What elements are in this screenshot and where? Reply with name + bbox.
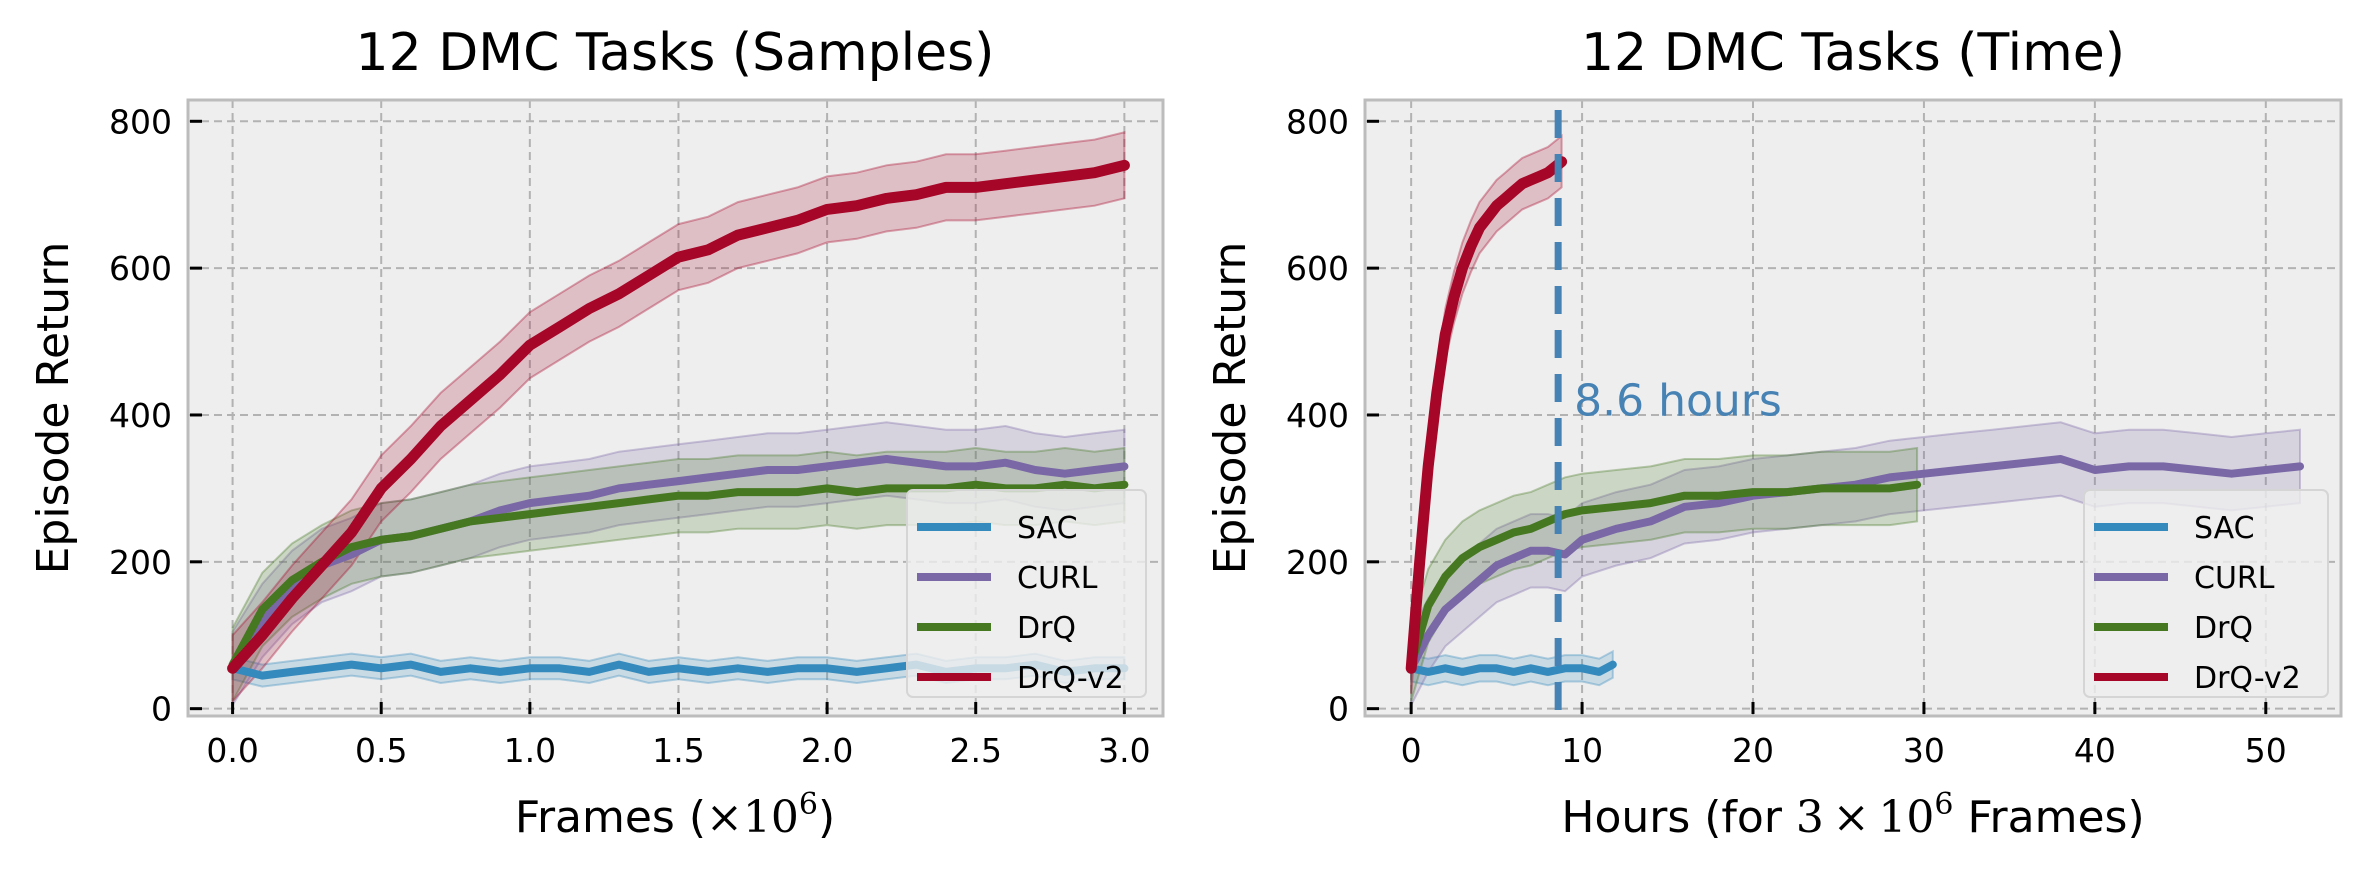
ticks: 0.0 0.5 1.0 1.5 2.0 2.5 3.0 0 200 400 600 800 [109, 102, 1151, 770]
x-tick-label: 0.0 [206, 731, 258, 770]
x-tick-label: 3.0 [1098, 731, 1150, 770]
band-drq [1410, 446, 1919, 702]
x-axis-label-prefix: Hours (for [1561, 792, 1796, 843]
legend-box [906, 489, 1147, 698]
y-axis-label: Episode Return [28, 242, 79, 575]
band-drq-v2 [1410, 133, 1563, 695]
y-tick-label: 800 [109, 102, 172, 141]
series-line-sac [1407, 660, 1617, 676]
bands [1410, 133, 2301, 706]
x-axis-label: Hours (for 3 × 106 Frames) [1561, 787, 2144, 843]
chart-title: 12 DMC Tasks (Samples) [356, 23, 995, 83]
x-axis-label-math: ×10 [706, 792, 799, 843]
x-tick-label: 30 [1903, 731, 1945, 770]
y-tick-label: 400 [109, 396, 172, 435]
series-line-drq [1407, 480, 1922, 669]
x-axis-label-prefix: Frames ( [515, 792, 706, 843]
series-line-drq-v2 [1405, 156, 1568, 674]
x-axis-label-suffix: Frames) [1953, 792, 2144, 843]
band-drq-v2 [231, 131, 1126, 704]
y-tick-label: 800 [1286, 102, 1349, 141]
legend-label-drq: DrQ [1017, 611, 1076, 646]
panel-samples: 0.0 0.5 1.0 1.5 2.0 2.5 3.0 0 200 400 600 800 12 DM… [28, 23, 1165, 843]
x-axis-label: Frames (×106) [515, 787, 835, 843]
x-tick-label: 1.5 [652, 731, 704, 770]
x-tick-label: 2.5 [949, 731, 1001, 770]
legend: SAC CURL DrQ DrQ-v2 [906, 489, 1147, 698]
legend-box [2083, 489, 2329, 698]
series-line-drq [228, 480, 1129, 669]
legend-label-sac: SAC [2194, 511, 2255, 546]
annotation-layer: 8.6 hours [1554, 110, 1782, 716]
x-axis-label-sup: 6 [799, 787, 818, 822]
legend-label-curl: CURL [2194, 561, 2275, 596]
x-tick-label: 10 [1561, 731, 1603, 770]
legend-label-drq-v2: DrQ-v2 [1017, 661, 1124, 696]
y-tick-label: 0 [151, 690, 172, 729]
x-tick-label: 0.5 [355, 731, 407, 770]
y-tick-label: 0 [1328, 690, 1349, 729]
y-axis-label: Episode Return [1205, 242, 1256, 575]
series-line-drq-v2 [227, 159, 1130, 674]
lines [1405, 156, 2304, 676]
x-tick-label: 50 [2245, 731, 2287, 770]
x-tick-label: 2.0 [801, 731, 853, 770]
legend-label-drq: DrQ [2194, 611, 2253, 646]
x-tick-label: 0 [1401, 731, 1422, 770]
legend-label-curl: CURL [1017, 561, 1098, 596]
annotation-label: 8.6 hours [1574, 375, 1782, 426]
ticks: 0 10 20 30 40 50 0 200 400 600 800 [1286, 102, 2287, 770]
x-axis-label-math: 3 × 10 [1796, 792, 1934, 843]
x-axis-label-sup: 6 [1934, 787, 1953, 822]
legend-label-drq-v2: DrQ-v2 [2194, 661, 2301, 696]
y-tick-label: 200 [1286, 543, 1349, 582]
x-axis-label-suffix: ) [818, 792, 835, 843]
panel-time: 8.6 hours 0 10 20 30 40 50 0 200 400 600 800 12 DM… [1205, 23, 2343, 843]
legend: SAC CURL DrQ DrQ-v2 [2083, 489, 2329, 698]
y-tick-label: 200 [109, 543, 172, 582]
legend-label-sac: SAC [1017, 511, 1078, 546]
x-tick-label: 40 [2074, 731, 2116, 770]
x-tick-label: 20 [1732, 731, 1774, 770]
lines [227, 159, 1130, 680]
chart-title: 12 DMC Tasks (Time) [1581, 23, 2125, 83]
y-tick-label: 600 [109, 249, 172, 288]
x-tick-label: 1.0 [504, 731, 556, 770]
y-tick-label: 400 [1286, 396, 1349, 435]
y-tick-label: 600 [1286, 249, 1349, 288]
axes-frame [186, 98, 1165, 718]
axes-frame [1363, 98, 2343, 718]
